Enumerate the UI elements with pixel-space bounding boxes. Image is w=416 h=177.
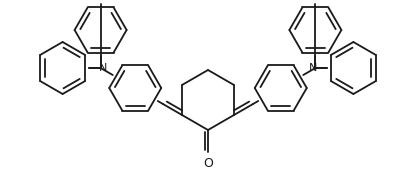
Text: N: N [99, 63, 107, 73]
Text: N: N [309, 63, 317, 73]
Text: O: O [203, 157, 213, 170]
